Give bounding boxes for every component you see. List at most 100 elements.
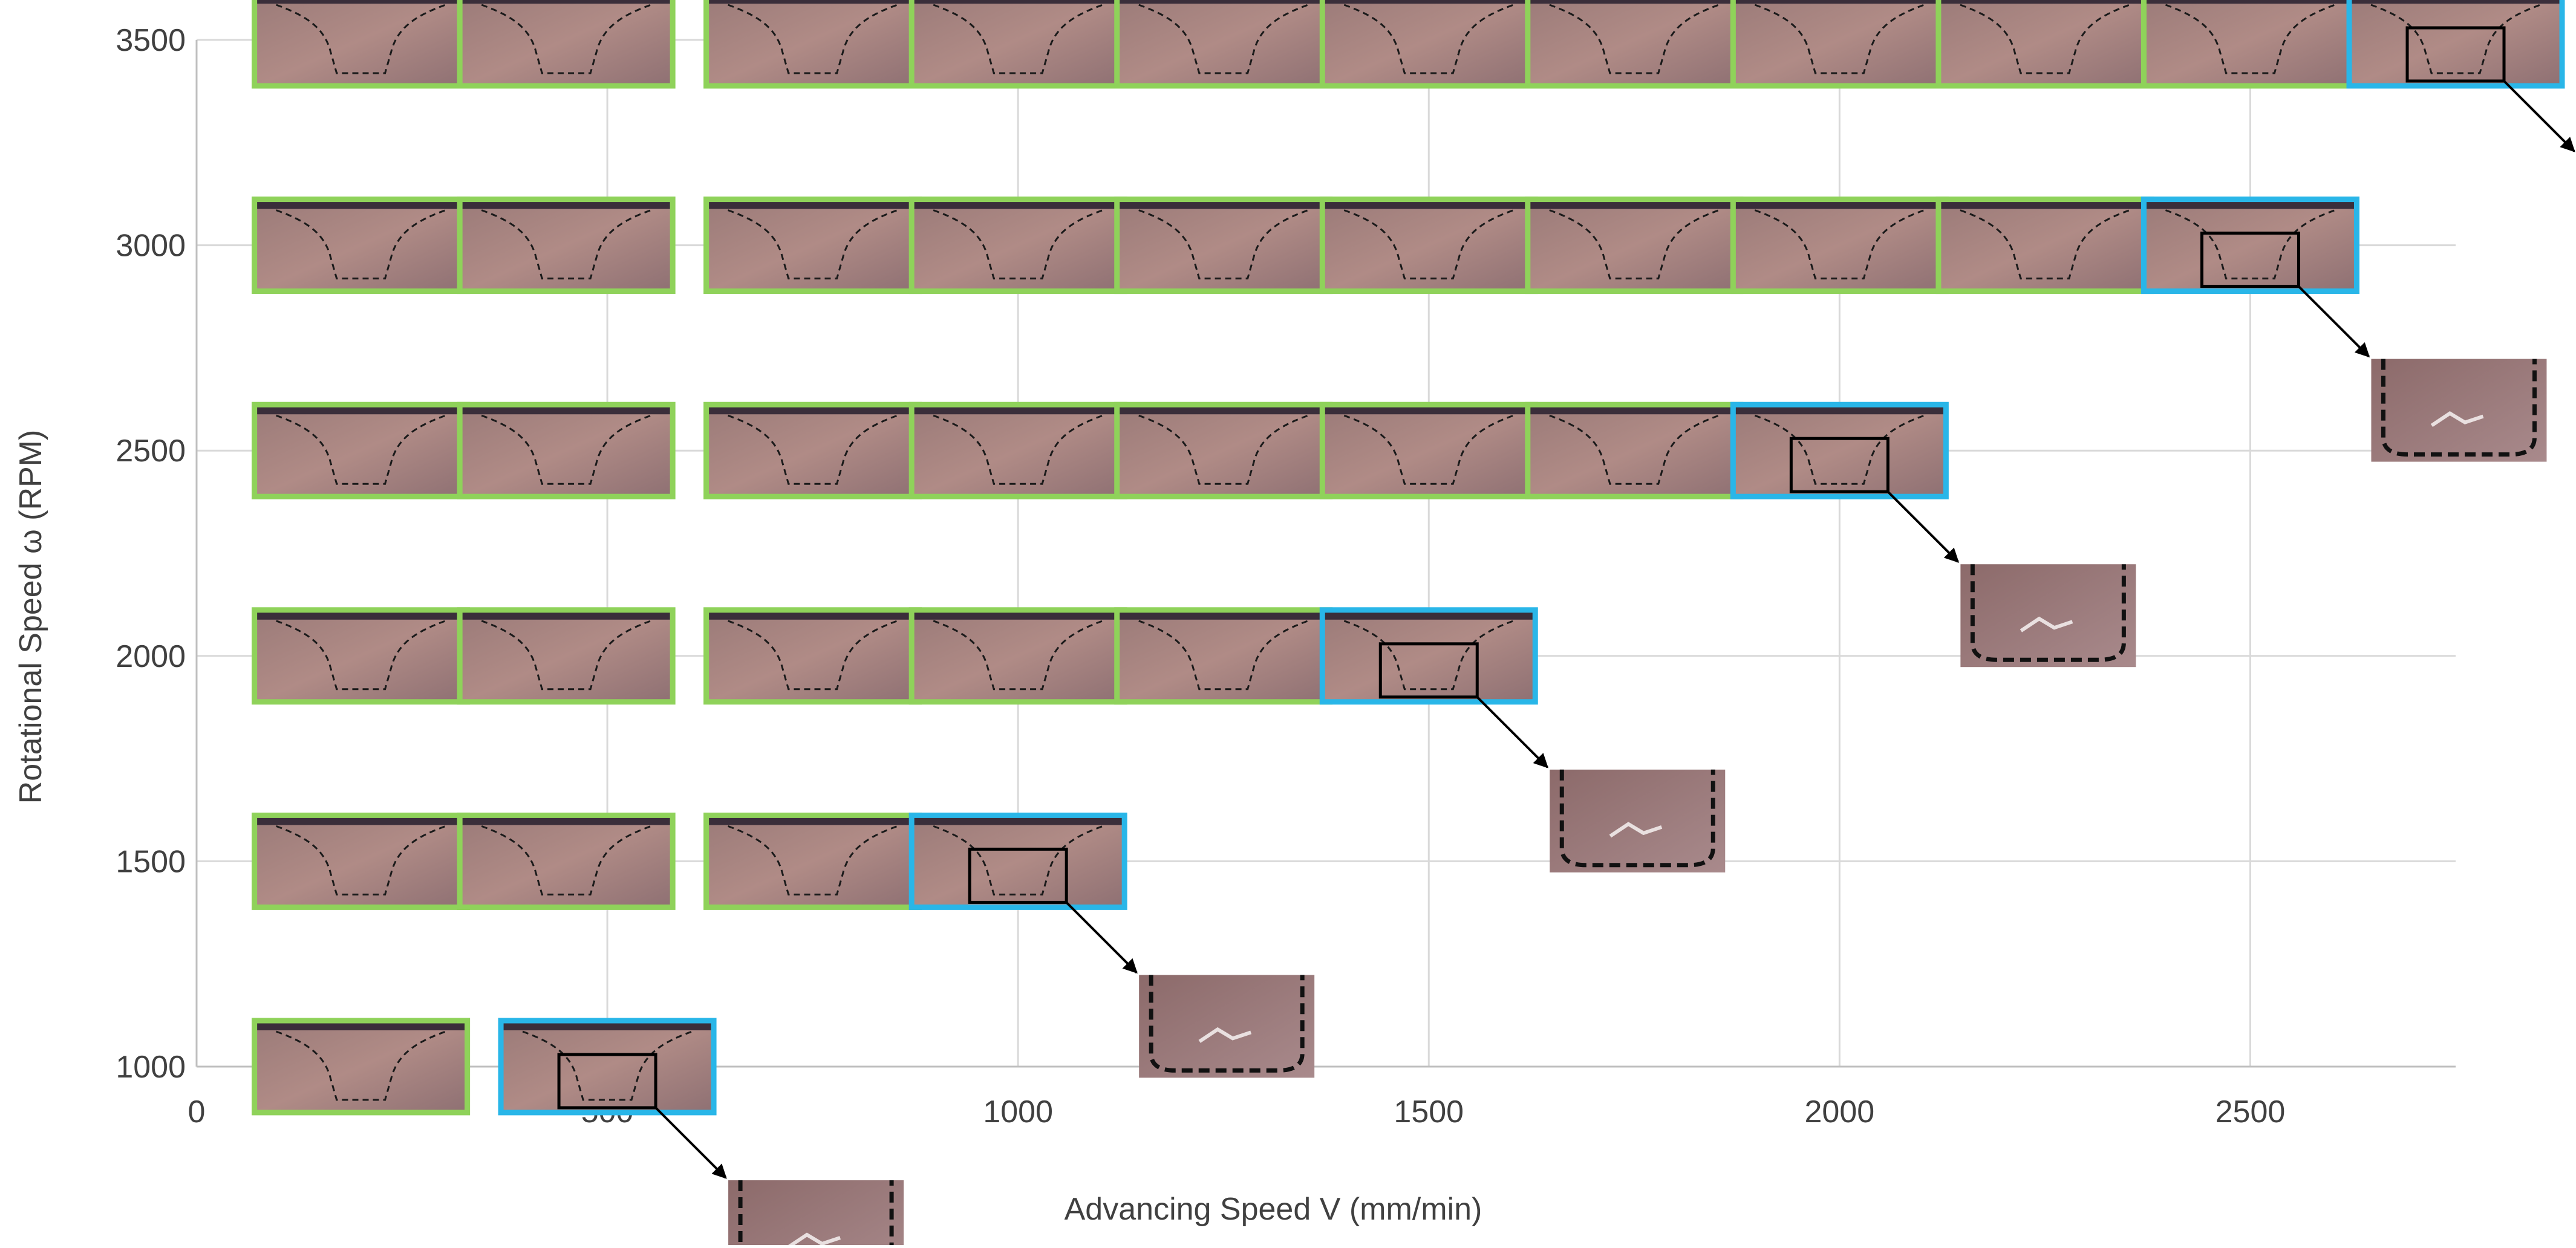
sound-weld-sample [1114, 401, 1333, 499]
sample-photo [1730, 0, 1949, 88]
x-tick-label: 1500 [1394, 1094, 1464, 1129]
sample-surface [1119, 612, 1328, 620]
sample-photo [1730, 197, 1949, 294]
sample-surface [462, 407, 671, 415]
defect-weld-sample [2346, 0, 2575, 152]
sample-photo [1320, 197, 1538, 294]
sample-surface [914, 407, 1123, 415]
sound-weld-sample [1525, 197, 1744, 294]
sample-surface [462, 612, 671, 620]
sample-surface [1119, 201, 1328, 209]
sample-surface [1119, 0, 1328, 4]
y-tick-label: 2000 [116, 639, 186, 674]
sample-photo [2141, 0, 2359, 88]
sample-photo [1935, 197, 2154, 294]
sample-border [1730, 401, 1949, 499]
sample-border [457, 812, 676, 910]
sound-weld-sample [457, 607, 676, 705]
x-tick-label: 0 [188, 1094, 206, 1129]
sample-surface [914, 0, 1123, 4]
sample-border [2141, 197, 2359, 294]
sample-photo [703, 402, 922, 499]
sound-weld-sample [703, 812, 922, 910]
sample-surface [708, 201, 917, 209]
sample-border [908, 812, 1127, 910]
sound-weld-sample [1319, 401, 1538, 499]
sample-photo [252, 813, 470, 910]
sample-surface [914, 201, 1123, 209]
sample-border [498, 1018, 717, 1116]
sample-photo [252, 1018, 470, 1115]
sample-photo [2141, 197, 2359, 294]
defect-highlight-box [968, 847, 1068, 904]
sample-photo [703, 813, 922, 910]
sample-surface [2352, 0, 2560, 4]
sound-weld-sample [1730, 0, 1949, 89]
sample-surface [2146, 201, 2355, 209]
sample-photo [457, 0, 676, 88]
sample-photo [1114, 197, 1332, 294]
sound-weld-sample [1114, 197, 1333, 294]
sound-weld-sample [1525, 0, 1744, 89]
sound-weld-sample [457, 197, 676, 294]
y-tick-label: 3500 [116, 23, 186, 58]
sample-photo [457, 813, 676, 910]
sample-surface [1119, 407, 1328, 415]
sample-photo [252, 0, 470, 88]
magnified-inset [1139, 975, 1315, 1078]
magnified-inset [728, 1180, 904, 1248]
sample-surface [1735, 201, 1944, 209]
sound-weld-sample [1319, 197, 1538, 294]
magnified-outline [1559, 769, 1715, 868]
sound-weld-sample [703, 607, 922, 705]
sample-photo [703, 197, 922, 294]
magnify-arrow [1886, 490, 1960, 563]
magnify-arrow [654, 1107, 727, 1179]
defect-weld-sample [2141, 197, 2547, 462]
sample-surface [256, 817, 465, 825]
sample-photo [1730, 402, 1949, 499]
defect-weld-sample [1319, 607, 1726, 873]
defect-weld-sample [498, 1018, 904, 1248]
sample-surface [256, 1023, 465, 1030]
y-axis-label: Rotational Speed ω (RPM) [13, 430, 48, 804]
defect-void [2430, 411, 2484, 427]
magnify-arrow [2298, 285, 2370, 358]
sample-photo [252, 607, 470, 704]
sound-weld-sample [908, 197, 1127, 294]
sample-surface [1325, 201, 1533, 209]
sample-photo [1320, 607, 1538, 704]
sample-photo [909, 607, 1127, 704]
defect-highlight-box [1378, 642, 1479, 699]
x-axis-label: Advancing Speed V (mm/min) [1065, 1192, 1482, 1227]
magnify-arrow [1476, 696, 1548, 769]
sample-border [457, 607, 676, 705]
sample-photo [457, 197, 676, 294]
grid-layer [197, 39, 2456, 1068]
defect-weld-sample [1730, 401, 2136, 668]
sample-surface [256, 201, 465, 209]
magnify-arrow [2503, 80, 2575, 152]
magnified-outline [1149, 975, 1305, 1073]
magnified-inset [1550, 769, 1726, 873]
marks-layer [252, 0, 2575, 1248]
sample-surface [256, 0, 465, 4]
sample-photo [1114, 607, 1332, 704]
sound-weld-sample [252, 607, 471, 705]
axis-layer: 1000150020002500300035000500100015002000… [116, 23, 2456, 1129]
sound-weld-sample [703, 197, 922, 294]
sample-border [252, 1018, 471, 1116]
sample-surface [1325, 612, 1533, 620]
sound-weld-sample [908, 0, 1127, 89]
y-tick-label: 1500 [116, 844, 186, 879]
sound-weld-sample [252, 197, 471, 294]
sample-photo [1935, 0, 2154, 88]
sample-photo [703, 607, 922, 704]
sound-weld-sample [908, 607, 1127, 705]
sound-weld-sample [1114, 0, 1333, 89]
sound-weld-sample [252, 0, 471, 89]
defect-void [1609, 822, 1663, 838]
y-tick-label: 1000 [116, 1050, 186, 1085]
x-tick-label: 2500 [2216, 1094, 2286, 1129]
